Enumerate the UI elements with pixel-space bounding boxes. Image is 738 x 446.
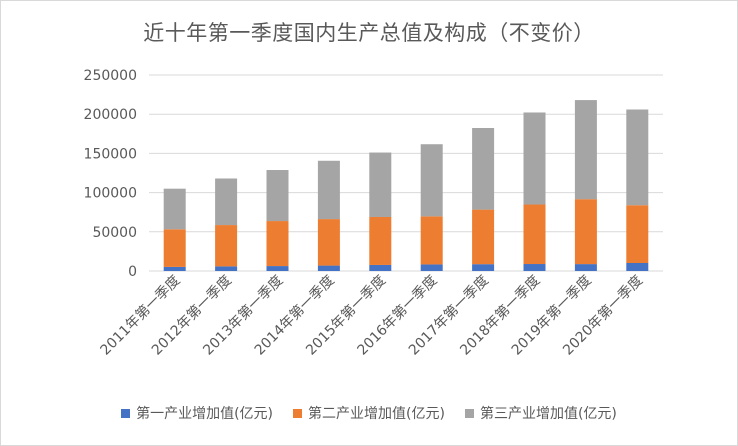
legend-item-primary: 第一产业增加值(亿元) bbox=[121, 403, 273, 423]
legend-swatch-primary bbox=[121, 408, 131, 418]
bar-segment-series2-1 bbox=[163, 229, 186, 267]
bar-segment-series2-5 bbox=[369, 216, 392, 265]
bar-segment-series3-4 bbox=[317, 160, 340, 220]
bar-segment-series3-1 bbox=[163, 188, 186, 230]
bar-segment-series2-2 bbox=[215, 225, 238, 267]
bar-segment-series3-5 bbox=[369, 152, 392, 217]
bar-segment-series3-10 bbox=[626, 109, 649, 206]
bar-segment-series1-9 bbox=[574, 264, 597, 271]
bar-segment-series1-4 bbox=[317, 265, 340, 271]
legend-label-tertiary: 第三产业增加值(亿元) bbox=[479, 406, 617, 422]
bar-segment-series1-8 bbox=[523, 264, 546, 271]
legend-swatch-tertiary bbox=[464, 408, 474, 418]
bar-segment-series3-3 bbox=[266, 170, 289, 222]
legend-item-tertiary: 第三产业增加值(亿元) bbox=[464, 403, 617, 423]
bar-segment-series1-10 bbox=[626, 263, 649, 271]
legend-item-secondary: 第二产业增加值(亿元) bbox=[293, 403, 445, 423]
bar-segment-series2-6 bbox=[420, 216, 443, 265]
bar-segment-series3-7 bbox=[472, 127, 495, 210]
bar-segment-series2-10 bbox=[626, 205, 649, 264]
bar-segment-series2-7 bbox=[472, 209, 495, 265]
bar-segment-series2-8 bbox=[523, 204, 546, 265]
y-tick-label-50000: 50000 bbox=[92, 225, 137, 241]
bar-segment-series3-9 bbox=[574, 100, 597, 200]
bar-segment-series2-9 bbox=[574, 199, 597, 265]
y-tick-label-250000: 250000 bbox=[84, 68, 137, 84]
legend-label-secondary: 第二产业增加值(亿元) bbox=[308, 406, 445, 422]
y-tick-label-200000: 200000 bbox=[84, 107, 137, 123]
bar-segment-series2-4 bbox=[317, 219, 340, 266]
legend-swatch-secondary bbox=[293, 408, 303, 418]
chart-title: 近十年第一季度国内生产总值及构成（不变价） bbox=[143, 21, 595, 45]
y-tick-label-150000: 150000 bbox=[84, 146, 137, 162]
bar-segment-series2-3 bbox=[266, 221, 289, 267]
y-tick-label-100000: 100000 bbox=[84, 186, 137, 202]
bar-segment-series1-2 bbox=[215, 266, 238, 271]
bar-segment-series3-6 bbox=[420, 144, 443, 217]
bar-segment-series1-1 bbox=[163, 266, 186, 271]
y-tick-label-0: 0 bbox=[128, 264, 137, 280]
chart-plot-area: 0500001000001500002000002500002011年第一季度2… bbox=[84, 68, 663, 359]
bar-segment-series3-8 bbox=[523, 112, 546, 205]
bar-segment-series1-5 bbox=[369, 264, 392, 271]
bar-segment-series3-2 bbox=[215, 178, 238, 226]
bar-segment-series1-3 bbox=[266, 266, 289, 271]
bar-segment-series1-7 bbox=[472, 264, 495, 271]
legend-label-primary: 第一产业增加值(亿元) bbox=[136, 406, 274, 422]
chart-legend: 第一产业增加值(亿元) 第二产业增加值(亿元) 第三产业增加值(亿元) bbox=[1, 403, 737, 423]
bar-segment-series1-6 bbox=[420, 264, 443, 271]
